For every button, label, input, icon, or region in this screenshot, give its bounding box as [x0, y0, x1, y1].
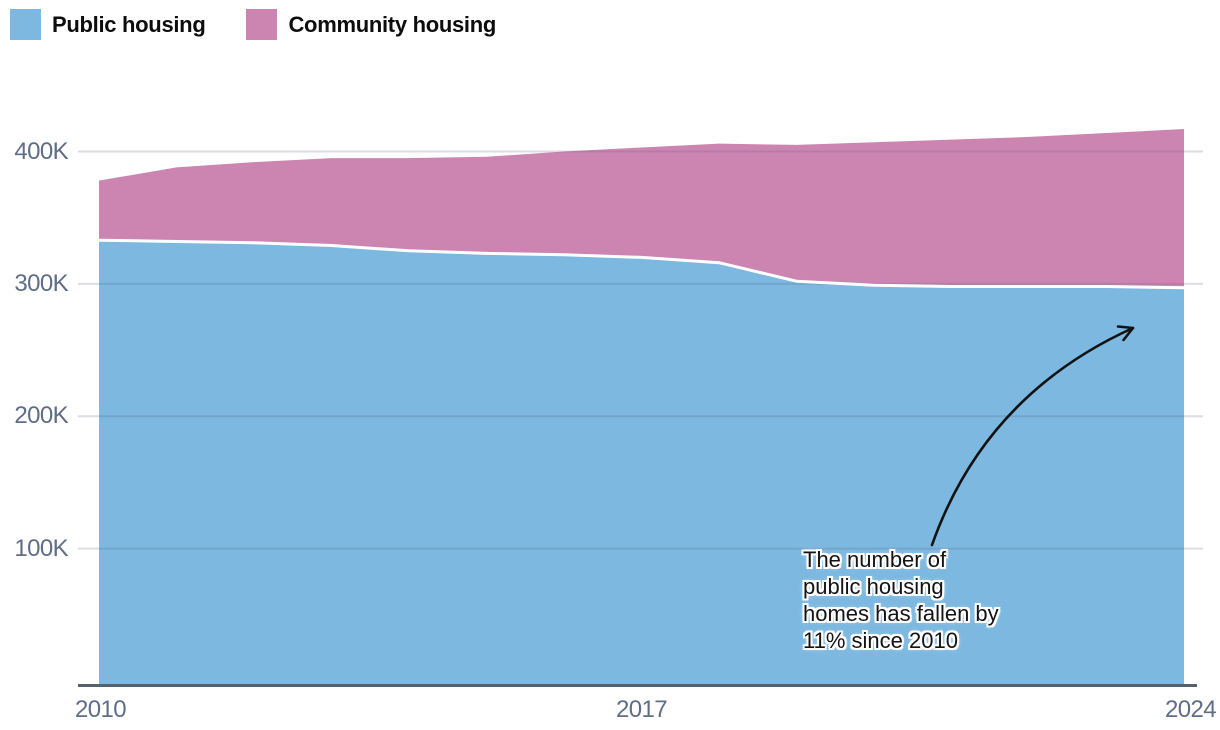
x-axis-tick-2024: 2024	[1165, 696, 1217, 723]
y-axis-tick-100k: 100K	[14, 535, 68, 562]
annotation-text: The number of public housing homes has f…	[803, 547, 999, 653]
area-public-housing	[99, 240, 1184, 684]
legend-item-public-housing: Public housing	[10, 9, 206, 40]
x-axis-tick-2010: 2010	[75, 696, 127, 723]
x-axis-tick-2017: 2017	[616, 696, 668, 723]
legend-swatch-public-housing	[10, 9, 41, 40]
y-axis-tick-300k: 300K	[14, 270, 68, 297]
legend: Public housing Community housing	[10, 9, 496, 40]
y-axis-tick-200k: 200K	[14, 402, 68, 429]
annotation-arrowhead-icon	[1116, 325, 1135, 342]
legend-label-community-housing: Community housing	[288, 11, 497, 37]
series-boundary-line	[98, 238, 1185, 290]
legend-label-public-housing: Public housing	[52, 11, 206, 37]
legend-item-community-housing: Community housing	[246, 9, 496, 40]
y-axis-tick-400k: 400K	[14, 138, 68, 165]
legend-swatch-community-housing	[246, 9, 278, 40]
annotation-arrow	[930, 326, 1135, 547]
